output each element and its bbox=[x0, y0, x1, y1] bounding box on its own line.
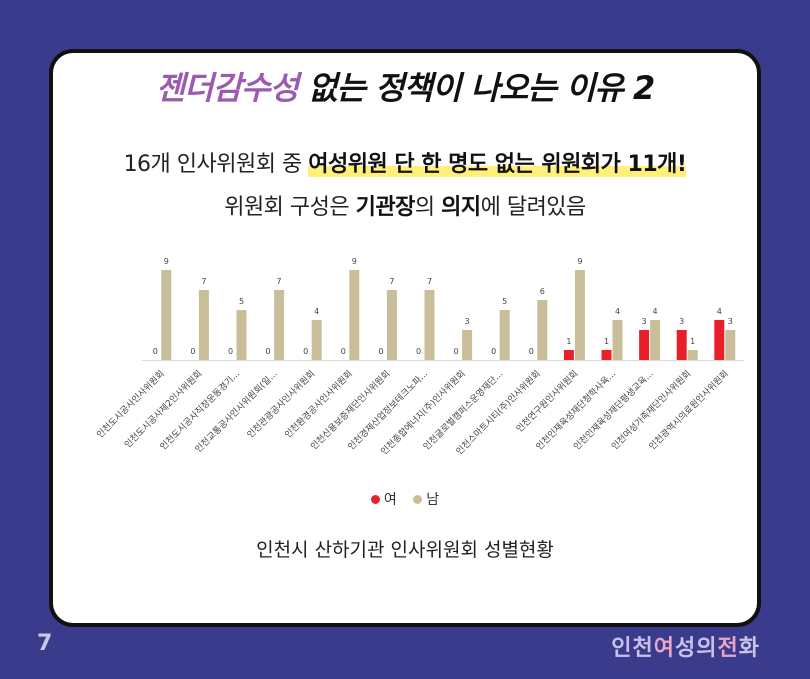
data-label-male-6: 7 bbox=[389, 277, 394, 286]
data-label-female-14: 3 bbox=[679, 317, 684, 326]
headline: 젠더감수성 없는 정책이 나오는 이유 2 bbox=[53, 63, 757, 109]
category-label-12: 인천인재육성재단청학사육... bbox=[534, 368, 618, 452]
bar-male-4 bbox=[311, 320, 322, 360]
data-label-female-11: 1 bbox=[566, 337, 571, 346]
bar-male-0 bbox=[161, 270, 172, 360]
data-label-female-6: 0 bbox=[378, 347, 383, 356]
category-label-4: 인천관광공사인사위원회 bbox=[244, 368, 317, 441]
data-label-female-10: 0 bbox=[529, 347, 534, 356]
data-label-male-13: 4 bbox=[653, 307, 658, 316]
summary-line-2-bold1: 기관장 bbox=[355, 195, 416, 220]
bar-male-3 bbox=[274, 290, 285, 360]
data-label-female-1: 0 bbox=[190, 347, 195, 356]
bar-female-14 bbox=[676, 330, 687, 360]
brand-part-2: 여 bbox=[653, 636, 676, 661]
data-label-female-5: 0 bbox=[341, 347, 346, 356]
legend-label-female: 여 bbox=[383, 492, 397, 508]
chart-legend: 여 남 bbox=[53, 489, 757, 509]
bar-male-2 bbox=[236, 310, 247, 360]
headline-rest: 없는 정책이 나오는 이유 2 bbox=[297, 69, 655, 107]
data-label-female-15: 4 bbox=[717, 307, 722, 316]
bar-female-11 bbox=[563, 350, 574, 360]
legend-item-male: 남 bbox=[413, 489, 439, 509]
data-label-male-12: 4 bbox=[615, 307, 620, 316]
bar-male-5 bbox=[349, 270, 360, 360]
bar-male-9 bbox=[499, 310, 510, 360]
brand-part-4: 전 bbox=[717, 636, 739, 661]
brand-logo: 인천여성의전화 bbox=[611, 630, 760, 662]
bar-male-10 bbox=[537, 300, 548, 360]
category-label-6: 인천신용보증재단인사위원회 bbox=[309, 368, 393, 452]
bar-chart: 09인천도시공사인사위원회07인천도시공사제2인사위원회05인천도시공사직장운동… bbox=[95, 257, 744, 457]
bar-female-13 bbox=[639, 330, 650, 360]
page-number: 7 bbox=[37, 631, 53, 656]
summary-line-2: 위원회 구성은 기관장의 의지에 달려있음 bbox=[53, 189, 757, 221]
bar-male-6 bbox=[386, 290, 397, 360]
data-label-female-2: 0 bbox=[228, 347, 233, 356]
data-label-male-14: 1 bbox=[690, 337, 695, 346]
summary-line-1: 16개 인사위원회 중 여성위원 단 한 명도 없는 위원회가 11개! bbox=[53, 146, 757, 178]
data-label-male-0: 9 bbox=[164, 257, 169, 266]
data-label-male-15: 3 bbox=[728, 317, 733, 326]
data-label-male-5: 9 bbox=[352, 257, 357, 266]
summary-line-1-highlight: 여성위원 단 한 명도 없는 위원회 bbox=[308, 152, 601, 177]
legend-label-male: 남 bbox=[426, 492, 440, 508]
category-label-13: 인천인재육성재단평생교육... bbox=[572, 368, 656, 452]
data-label-male-7: 7 bbox=[427, 277, 432, 286]
legend-item-female: 여 bbox=[370, 489, 397, 509]
data-label-male-11: 9 bbox=[577, 257, 582, 266]
category-label-0: 인천도시공사인사위원회 bbox=[95, 368, 167, 440]
bar-male-14 bbox=[687, 350, 698, 360]
data-label-female-3: 0 bbox=[266, 347, 271, 356]
summary-line-2-post: 에 달려있음 bbox=[480, 195, 587, 220]
category-label-1: 인천도시공사제2인사위원회 bbox=[122, 368, 204, 450]
summary-line-2-pre: 위원회 구성은 bbox=[224, 195, 356, 220]
data-label-male-1: 7 bbox=[201, 277, 206, 286]
legend-dot-male bbox=[413, 494, 423, 504]
data-label-female-4: 0 bbox=[303, 347, 308, 356]
bar-female-12 bbox=[601, 350, 612, 360]
data-label-female-7: 0 bbox=[416, 347, 421, 356]
content-card: 젠더감수성 없는 정책이 나오는 이유 2 16개 인사위원회 중 여성위원 단… bbox=[49, 49, 761, 627]
brand-part-5: 화 bbox=[738, 636, 760, 661]
data-label-male-9: 5 bbox=[502, 297, 507, 306]
data-label-male-10: 6 bbox=[540, 287, 545, 296]
summary-line-2-bold2: 의지 bbox=[441, 195, 481, 220]
bar-male-8 bbox=[462, 330, 473, 360]
bar-male-13 bbox=[650, 320, 661, 360]
brand-part-3: 성의 bbox=[675, 636, 718, 661]
data-label-female-13: 3 bbox=[642, 317, 647, 326]
data-label-male-3: 7 bbox=[277, 277, 282, 286]
data-label-male-2: 5 bbox=[239, 297, 244, 306]
data-label-male-8: 3 bbox=[465, 317, 470, 326]
bar-male-15 bbox=[725, 330, 736, 360]
headline-accent: 젠더감수성 bbox=[155, 69, 299, 107]
data-label-female-12: 1 bbox=[604, 337, 609, 346]
legend-dot-female bbox=[370, 494, 380, 504]
summary-line-1-pre: 16개 인사위원회 중 bbox=[123, 152, 309, 177]
chart-caption: 인천시 산하기관 인사위원회 성별현황 bbox=[256, 539, 554, 561]
category-label-11: 인천연구원인사위원회 bbox=[514, 368, 580, 434]
summary-line-1-post: 가 11개! bbox=[600, 152, 687, 177]
bar-male-12 bbox=[612, 320, 623, 360]
summary-line-2-mid: 의 bbox=[414, 195, 442, 220]
bar-male-1 bbox=[198, 290, 209, 360]
data-label-male-4: 4 bbox=[314, 307, 319, 316]
data-label-female-0: 0 bbox=[153, 347, 158, 356]
data-label-female-9: 0 bbox=[491, 347, 496, 356]
brand-part-1: 인천 bbox=[611, 636, 654, 661]
bar-male-7 bbox=[424, 290, 435, 360]
category-label-5: 인천환경공사인사위원회 bbox=[282, 368, 355, 441]
data-label-female-8: 0 bbox=[454, 347, 459, 356]
bar-female-15 bbox=[714, 320, 725, 360]
bar-male-11 bbox=[574, 270, 585, 360]
